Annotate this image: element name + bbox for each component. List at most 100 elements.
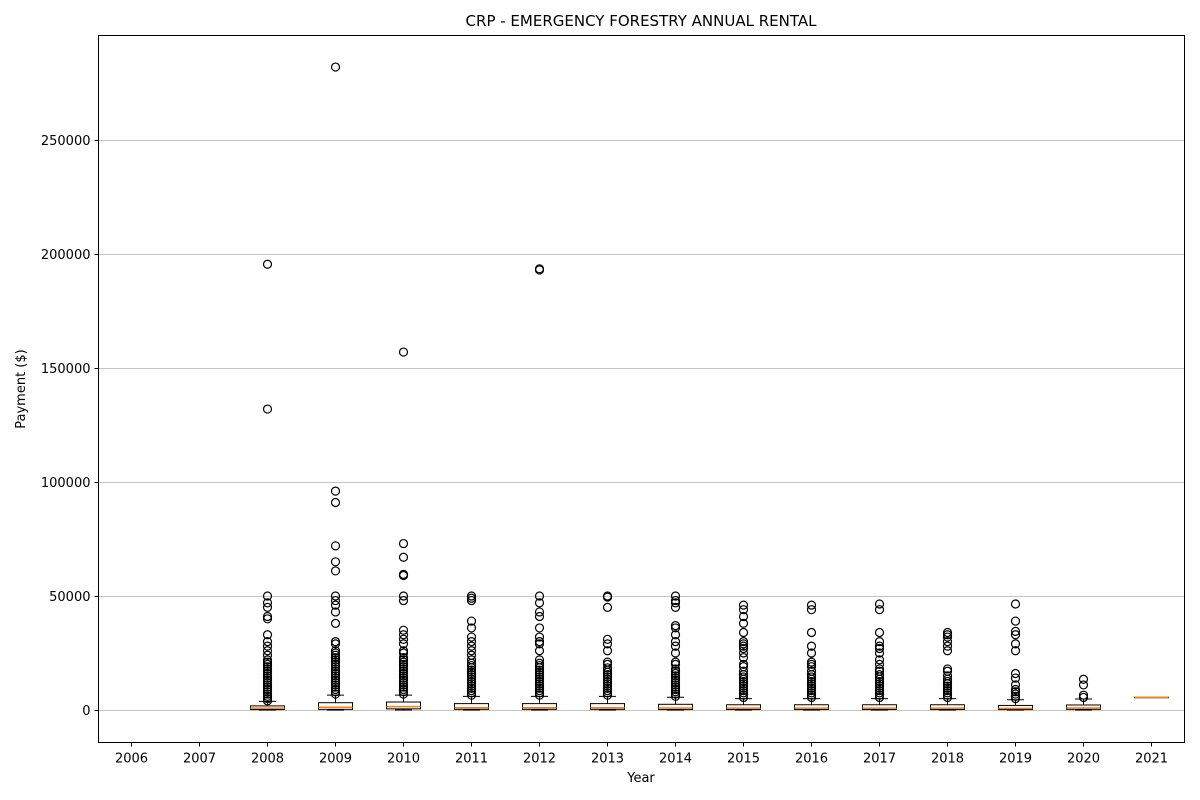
chart-title: CRP - EMERGENCY FORESTRY ANNUAL RENTAL <box>466 12 818 30</box>
outlier-point <box>874 681 885 691</box>
iqr-box <box>998 704 1033 711</box>
outlier-point <box>534 670 545 680</box>
outlier-point <box>602 602 613 613</box>
outlier-point <box>738 652 749 663</box>
outlier-point <box>874 605 885 615</box>
iqr-box <box>930 704 965 710</box>
outlier-point <box>738 605 749 615</box>
outlier-point <box>330 557 341 567</box>
outlier-point <box>670 687 681 697</box>
outlier-point <box>534 683 545 693</box>
iqr-box <box>590 703 625 710</box>
outlier-point <box>466 681 477 691</box>
outlier-point <box>806 676 817 687</box>
outlier-point <box>738 686 749 696</box>
outlier-point <box>398 655 409 665</box>
outlier-point <box>738 636 749 647</box>
outlier-point <box>262 664 273 674</box>
outlier-point <box>602 679 613 689</box>
outlier-point <box>466 667 477 677</box>
outlier-point <box>398 652 409 663</box>
outlier-point <box>670 621 681 631</box>
outlier-point <box>330 639 341 649</box>
outlier-point <box>262 687 273 697</box>
outlier-point <box>942 692 953 703</box>
outlier-point <box>602 639 613 649</box>
outlier-point <box>738 679 749 689</box>
outlier-point <box>602 670 613 680</box>
outlier-point <box>398 687 409 697</box>
outlier-point <box>534 646 545 656</box>
outlier-point <box>670 666 681 676</box>
outlier-point <box>602 634 613 644</box>
outlier-point <box>466 623 477 633</box>
outlier-point <box>602 676 613 687</box>
outlier-point <box>534 655 545 665</box>
outlier-point <box>738 676 749 687</box>
outlier-point <box>738 690 749 700</box>
outlier-point <box>806 659 817 670</box>
outlier-point <box>806 648 817 658</box>
outlier-point <box>806 600 817 610</box>
x-tick-label: 2017 <box>863 752 896 767</box>
outlier-point <box>1010 691 1021 701</box>
outlier-point <box>874 692 885 703</box>
outlier-point <box>1010 630 1021 640</box>
outlier-point <box>806 692 817 703</box>
outlier-point <box>398 639 409 649</box>
outlier-point <box>534 672 545 682</box>
outlier-point <box>806 641 817 651</box>
outlier-point <box>670 659 681 670</box>
outlier-point <box>806 672 817 682</box>
outlier-point <box>806 688 817 698</box>
outlier-point <box>330 671 341 681</box>
outlier-point <box>874 648 885 658</box>
outlier-point <box>262 650 273 660</box>
outlier-point <box>942 681 953 691</box>
outlier-point <box>874 670 885 680</box>
outlier-point <box>262 591 273 601</box>
outlier-point <box>534 674 545 684</box>
outlier-point <box>330 566 341 576</box>
outlier-point <box>942 632 953 642</box>
outlier-point <box>806 683 817 693</box>
y-tick-label: 250000 <box>41 134 91 149</box>
outlier-point <box>466 591 477 601</box>
outlier-point <box>262 598 273 608</box>
y-tick-label: 100000 <box>41 476 91 491</box>
box-2011 <box>454 591 489 711</box>
outlier-point <box>806 690 817 700</box>
outlier-point <box>806 627 817 638</box>
iqr-box <box>1066 704 1101 710</box>
outlier-point <box>330 595 341 606</box>
outlier-point <box>1010 680 1021 690</box>
outlier-point <box>330 668 341 679</box>
outlier-point <box>466 686 477 696</box>
outlier-point <box>398 678 409 688</box>
outlier-point <box>874 666 885 676</box>
outlier-point <box>398 682 409 692</box>
outlier-point <box>534 591 545 601</box>
x-tick-label: 2015 <box>727 752 760 767</box>
outlier-point <box>670 684 681 695</box>
outlier-point <box>942 688 953 698</box>
outlier-point <box>738 639 749 649</box>
outlier-point <box>942 646 953 656</box>
outlier-point <box>534 679 545 689</box>
outlier-point <box>874 688 885 698</box>
outlier-point <box>262 657 273 667</box>
outlier-point <box>670 591 681 601</box>
outlier-point <box>1010 668 1021 679</box>
outlier-point <box>1078 674 1089 684</box>
outlier-point <box>874 690 885 700</box>
outlier-point <box>738 627 749 638</box>
outlier-point <box>262 671 273 681</box>
outlier-point <box>1078 692 1089 703</box>
outlier-point <box>738 659 749 670</box>
outlier-point <box>330 675 341 685</box>
outlier-point <box>534 681 545 691</box>
outlier-point <box>330 687 341 697</box>
outlier-point <box>330 682 341 692</box>
grid-lines <box>98 140 1185 711</box>
outlier-point <box>262 682 273 692</box>
